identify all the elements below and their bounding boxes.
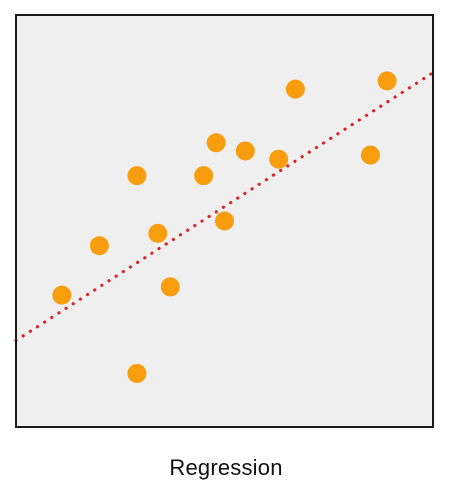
data-point: [148, 223, 168, 243]
regression-chart: [14, 14, 435, 428]
data-point: [127, 166, 147, 186]
data-point: [127, 363, 147, 383]
data-point: [194, 166, 214, 186]
data-point: [206, 133, 226, 153]
data-point: [215, 211, 234, 231]
data-point: [160, 277, 180, 297]
data-point: [285, 79, 305, 99]
data-point: [269, 149, 289, 169]
data-point: [52, 285, 72, 305]
data-point: [89, 236, 109, 256]
plot-frame: [15, 14, 434, 428]
data-point: [377, 71, 397, 91]
data-point: [235, 141, 255, 161]
chart-caption: Regression: [169, 455, 283, 480]
regression-line: [14, 71, 435, 343]
data-point: [360, 145, 380, 165]
